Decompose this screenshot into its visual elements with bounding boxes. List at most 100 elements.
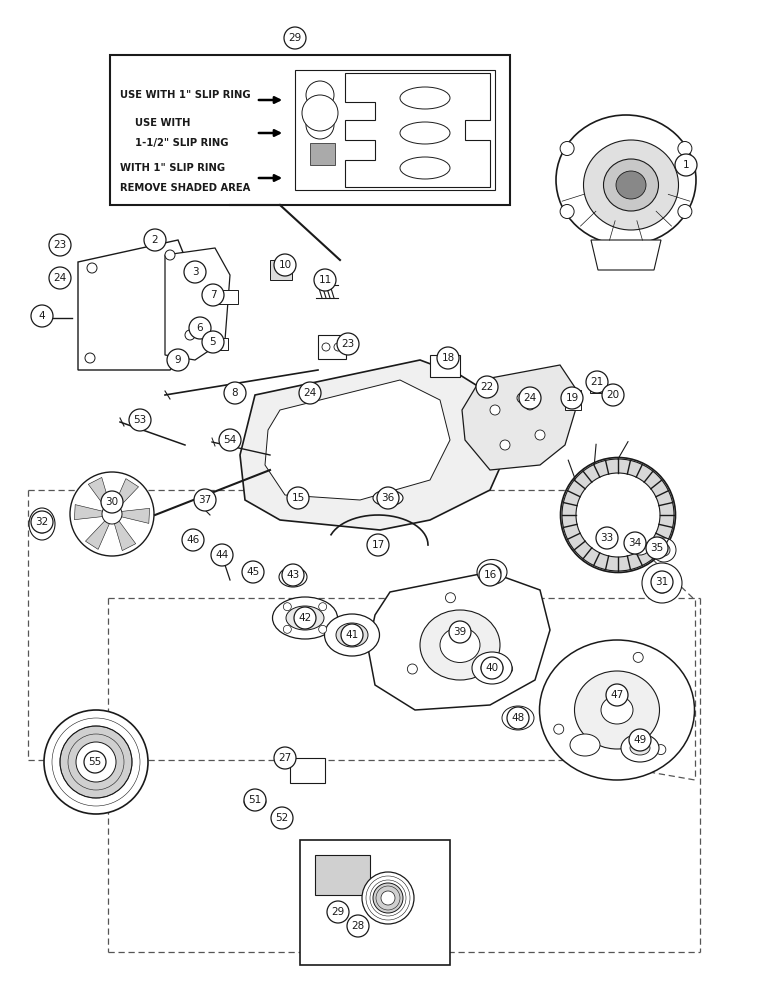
Circle shape [525, 400, 535, 410]
Ellipse shape [556, 115, 696, 245]
Ellipse shape [560, 458, 676, 572]
Polygon shape [462, 365, 580, 470]
Circle shape [678, 205, 692, 219]
Text: 24: 24 [53, 273, 66, 283]
Circle shape [184, 261, 206, 283]
Circle shape [445, 593, 455, 603]
Text: 48: 48 [511, 713, 525, 723]
Ellipse shape [540, 640, 695, 780]
Bar [315, 855, 370, 895]
Ellipse shape [336, 623, 368, 647]
Circle shape [302, 95, 338, 131]
Circle shape [678, 141, 692, 155]
Circle shape [408, 664, 418, 674]
Text: 7: 7 [210, 290, 216, 300]
Circle shape [658, 544, 670, 556]
Ellipse shape [440, 628, 480, 662]
Ellipse shape [286, 606, 324, 630]
Text: 46: 46 [186, 535, 200, 545]
Text: 19: 19 [565, 393, 579, 403]
Text: 22: 22 [480, 382, 493, 392]
Polygon shape [88, 477, 110, 509]
Circle shape [306, 81, 334, 109]
Circle shape [242, 561, 264, 583]
Circle shape [49, 234, 71, 256]
Text: 53: 53 [134, 415, 147, 425]
Text: 24: 24 [303, 388, 317, 398]
Text: 11: 11 [318, 275, 332, 285]
Circle shape [503, 664, 513, 674]
Circle shape [500, 440, 510, 450]
Circle shape [656, 745, 665, 755]
Ellipse shape [35, 515, 49, 533]
Polygon shape [86, 519, 110, 549]
Circle shape [84, 751, 106, 773]
Circle shape [202, 331, 224, 353]
Ellipse shape [420, 610, 500, 680]
Text: REMOVE SHADED AREA: REMOVE SHADED AREA [120, 183, 250, 193]
Text: 1: 1 [682, 160, 689, 170]
Bar [318, 335, 346, 359]
Circle shape [274, 747, 296, 769]
Text: 16: 16 [483, 570, 496, 580]
Circle shape [560, 141, 574, 155]
Text: 20: 20 [607, 390, 620, 400]
Polygon shape [368, 572, 550, 710]
Ellipse shape [273, 597, 337, 639]
Circle shape [586, 371, 608, 393]
Text: 29: 29 [289, 33, 302, 43]
Circle shape [479, 564, 501, 586]
Text: 17: 17 [371, 540, 384, 550]
Ellipse shape [483, 565, 501, 579]
Circle shape [129, 409, 151, 431]
Text: 35: 35 [650, 543, 664, 553]
Text: 6: 6 [197, 323, 203, 333]
Ellipse shape [244, 794, 266, 810]
Ellipse shape [631, 541, 649, 555]
Circle shape [287, 487, 309, 509]
Circle shape [651, 571, 673, 593]
Text: 18: 18 [442, 353, 455, 363]
Text: 54: 54 [223, 435, 237, 445]
Ellipse shape [477, 560, 507, 584]
Circle shape [519, 387, 541, 409]
Circle shape [49, 267, 71, 289]
Ellipse shape [324, 614, 380, 656]
Text: 30: 30 [106, 497, 119, 507]
Circle shape [535, 430, 545, 440]
Ellipse shape [584, 140, 679, 230]
Circle shape [144, 229, 166, 251]
Circle shape [76, 742, 116, 782]
Ellipse shape [601, 696, 633, 724]
Circle shape [70, 472, 154, 556]
Ellipse shape [192, 324, 208, 336]
Circle shape [322, 343, 330, 351]
Ellipse shape [183, 535, 203, 549]
Circle shape [602, 384, 624, 406]
Circle shape [449, 621, 471, 643]
Ellipse shape [344, 629, 360, 641]
Ellipse shape [400, 157, 450, 179]
Polygon shape [78, 240, 198, 370]
Text: 24: 24 [523, 393, 537, 403]
Circle shape [507, 707, 529, 729]
Text: 2: 2 [151, 235, 158, 245]
Text: 31: 31 [655, 577, 669, 587]
Circle shape [481, 657, 503, 679]
Text: 10: 10 [279, 260, 292, 270]
Polygon shape [120, 508, 150, 523]
Text: 32: 32 [36, 517, 49, 527]
Ellipse shape [277, 817, 286, 823]
Text: 49: 49 [633, 735, 647, 745]
Polygon shape [265, 380, 450, 500]
Circle shape [624, 532, 646, 554]
Circle shape [560, 205, 574, 219]
Circle shape [561, 387, 583, 409]
Circle shape [44, 710, 148, 814]
Circle shape [101, 491, 123, 513]
Circle shape [476, 376, 498, 398]
Circle shape [646, 537, 668, 559]
Circle shape [185, 330, 195, 340]
Circle shape [652, 573, 672, 593]
Circle shape [202, 284, 224, 306]
